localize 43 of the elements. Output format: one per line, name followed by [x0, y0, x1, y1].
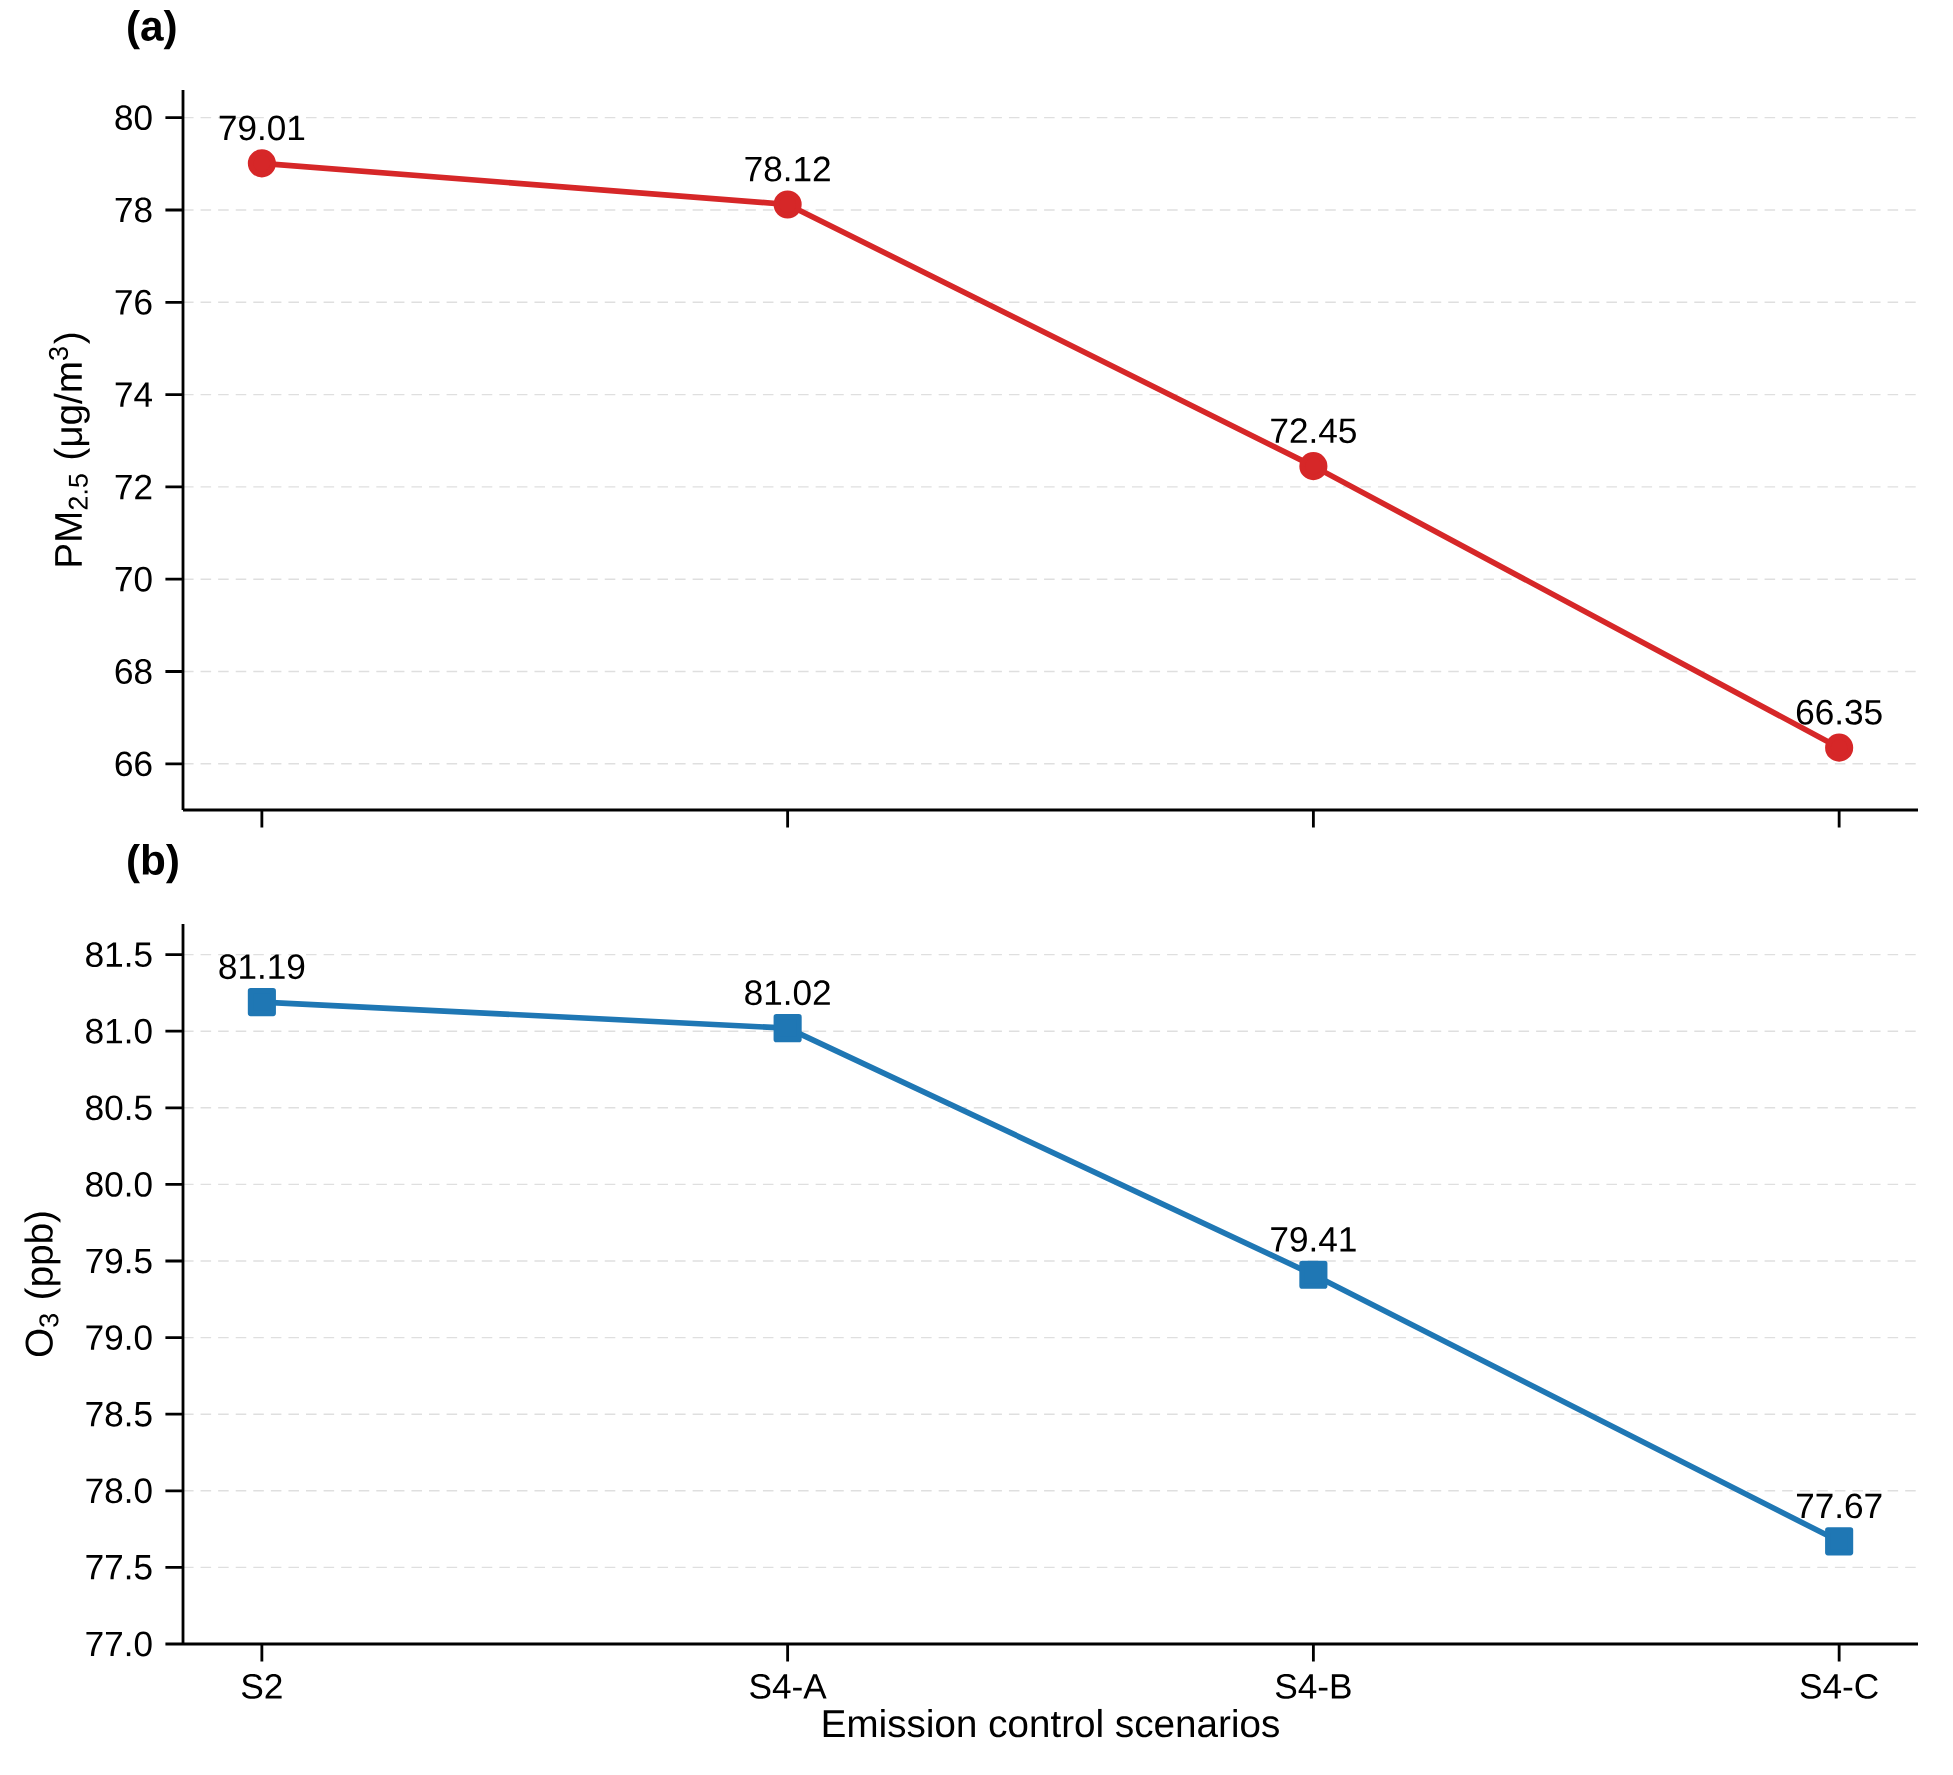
x-axis-title: Emission control scenarios — [823, 1708, 1279, 1738]
data-label: 78.12 — [745, 156, 830, 182]
y-tick-label: 81.0 — [86, 1018, 152, 1044]
point — [1825, 1527, 1854, 1556]
point — [1299, 1260, 1328, 1289]
y-tick-label: 80.5 — [86, 1095, 152, 1121]
point — [1825, 733, 1854, 762]
y-tick-label: 80.0 — [86, 1171, 152, 1197]
y-tick-label: 78 — [115, 197, 152, 223]
point — [1299, 452, 1328, 481]
data-label: 77.67 — [1796, 1493, 1882, 1519]
data-label: 81.02 — [745, 980, 830, 1006]
y-tick-label: 79.0 — [86, 1325, 152, 1351]
y-tick-label: 70 — [115, 566, 152, 592]
y-tick-label: 78.5 — [86, 1401, 152, 1427]
y-tick-label: 79.5 — [86, 1248, 152, 1274]
y-tick-label: 68 — [115, 659, 152, 684]
y-tick-label: 77.0 — [86, 1631, 152, 1657]
y-tick-label: 81.5 — [86, 942, 152, 968]
point — [773, 190, 802, 219]
x-tick-label: S4-A — [750, 1673, 827, 1699]
point — [773, 1014, 802, 1043]
x-tick-label: S2 — [241, 1673, 282, 1699]
y-tick-label: 74 — [115, 382, 152, 407]
point — [247, 149, 276, 178]
data-label: 79.01 — [219, 115, 305, 141]
y-tick-label: 77.5 — [86, 1555, 152, 1580]
point — [247, 988, 276, 1017]
data-label: 72.45 — [1271, 418, 1356, 444]
data-label: 66.35 — [1796, 699, 1882, 725]
x-tick-label: S4-B — [1275, 1673, 1351, 1699]
y-axis-title: O$_{3}$ (ppb) — [24, 1212, 61, 1357]
y-tick-label: 80 — [115, 105, 152, 131]
chart-title: (b) — [128, 844, 178, 884]
y-axis-title: PM$_{2.5}$ (μg/m$^{3}$) — [48, 333, 90, 566]
y-tick-label: 76 — [115, 289, 152, 315]
chart-title: (a) — [128, 9, 176, 50]
y-tick-label: 78.0 — [86, 1478, 152, 1504]
y-tick-label: 66 — [115, 751, 152, 777]
x-tick-label: S4-C — [1800, 1673, 1878, 1699]
data-label: 79.41 — [1271, 1226, 1356, 1252]
data-label: 81.19 — [219, 954, 305, 980]
y-tick-label: 72 — [115, 474, 152, 500]
